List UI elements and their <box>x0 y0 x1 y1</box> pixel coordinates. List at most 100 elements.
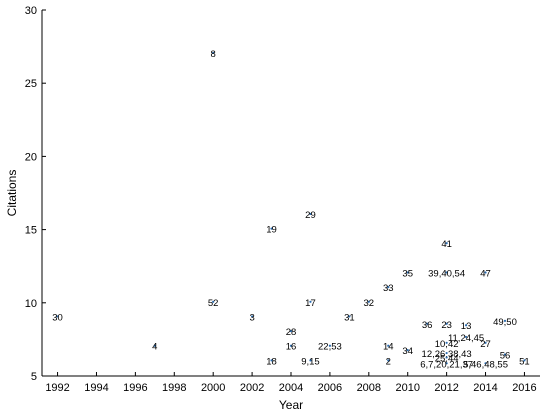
x-tick-label: 2008 <box>357 382 381 394</box>
point-label: 29 <box>305 210 316 221</box>
data-point: 25,44 <box>435 353 459 364</box>
point-marker <box>503 319 507 322</box>
data-point: 13 <box>461 321 472 332</box>
data-point: 12,26,38,43 <box>422 349 472 360</box>
point-marker <box>484 341 487 344</box>
y-tick-label: 30 <box>25 5 37 17</box>
data-point: 22,53 <box>318 342 342 353</box>
point-label: 56 <box>500 351 511 362</box>
point-label: 27 <box>480 339 491 350</box>
point-label: 2 <box>386 356 391 367</box>
data-point: 33 <box>383 283 394 294</box>
point-marker <box>367 300 370 303</box>
data-point: 28 <box>286 327 297 338</box>
point-label: 35 <box>402 269 413 280</box>
point-label: 30 <box>52 312 63 323</box>
point-label: 28 <box>286 327 297 338</box>
point-label: 6,7,20,21,37 <box>420 359 473 370</box>
point-marker <box>328 344 332 347</box>
data-point: 9,15 <box>301 356 320 367</box>
data-point: 49,50 <box>493 317 517 328</box>
point-marker <box>289 329 293 333</box>
data-point: 8 <box>211 49 216 60</box>
point-marker <box>309 300 312 303</box>
x-tick-label: 1994 <box>84 382 108 394</box>
point-marker <box>56 315 59 318</box>
point-label: 51 <box>519 356 530 367</box>
data-point: 51 <box>519 356 530 367</box>
point-marker <box>464 324 468 327</box>
point-marker <box>484 271 487 274</box>
data-point: 31 <box>344 312 355 323</box>
point-marker <box>153 344 156 347</box>
x-tick-label: 2004 <box>279 382 303 394</box>
data-points: 30 4 8 52 3 19 18 28 16 29 17 9,15 22,53 31 32 33 14 2 35 3… <box>52 49 529 370</box>
point-label: 41 <box>441 239 452 250</box>
y-axis-ticks: 5 10 15 20 25 30 <box>25 5 46 383</box>
data-point: 4 <box>152 342 157 353</box>
data-point: 10,42 <box>435 339 459 350</box>
x-tick-label: 1998 <box>162 382 186 394</box>
x-axis-title: Year <box>279 398 303 412</box>
point-marker <box>464 335 468 339</box>
point-label: 12,26,38,43 <box>422 349 472 360</box>
point-marker <box>270 359 273 362</box>
data-point: 6,7,20,21,37 <box>420 359 473 370</box>
data-point: 30 <box>52 312 63 323</box>
data-point: 35 <box>402 269 413 280</box>
data-point: 11,24,45 <box>448 333 484 344</box>
point-label: 14 <box>383 342 394 353</box>
point-marker <box>445 322 448 325</box>
data-point: 39,40,54 <box>428 269 465 280</box>
point-label: 8 <box>211 49 216 60</box>
point-marker <box>426 322 429 325</box>
point-label: 36 <box>422 320 433 331</box>
point-label: 18 <box>266 356 277 367</box>
point-marker <box>309 359 312 362</box>
point-marker <box>387 344 390 347</box>
point-marker <box>289 344 293 347</box>
data-point: 56 <box>500 351 511 362</box>
point-label: 16 <box>286 342 297 353</box>
x-tick-label: 2006 <box>318 382 342 394</box>
x-tick-label: 2012 <box>434 382 458 394</box>
point-label: 31 <box>344 312 355 323</box>
point-label: 9,15 <box>301 356 320 367</box>
point-marker <box>387 286 390 289</box>
y-axis-title: Citations <box>5 170 19 217</box>
point-label: 3 <box>249 312 254 323</box>
data-point: 2 <box>386 356 391 367</box>
point-label: 25,44 <box>435 353 459 364</box>
point-marker <box>445 271 448 274</box>
point-marker <box>250 315 254 318</box>
point-marker <box>212 300 215 303</box>
point-label: 47 <box>480 269 491 280</box>
data-point: 29 <box>305 210 316 221</box>
point-label: 39,40,54 <box>428 269 465 280</box>
data-point: 41 <box>441 239 452 250</box>
point-label: 33 <box>383 283 394 294</box>
y-tick-label: 10 <box>25 298 37 310</box>
point-label: 13 <box>461 321 472 332</box>
data-point: 23 <box>441 320 452 331</box>
x-tick-label: 2000 <box>201 382 225 394</box>
point-label: 19 <box>266 225 277 236</box>
x-tick-label: 2002 <box>240 382 264 394</box>
point-marker <box>484 362 487 365</box>
y-tick-label: 25 <box>25 78 37 90</box>
y-tick-label: 20 <box>25 151 37 163</box>
point-marker <box>503 353 507 356</box>
point-marker <box>406 271 409 274</box>
point-marker <box>387 359 390 362</box>
point-label: 34 <box>402 346 413 357</box>
data-point: 34 <box>402 346 413 357</box>
point-label: 17 <box>305 298 316 309</box>
data-point: 36 <box>422 320 433 331</box>
point-label: 49,50 <box>493 317 517 328</box>
point-marker <box>523 359 526 362</box>
point-marker <box>309 212 312 216</box>
data-point: 47 <box>480 269 491 280</box>
y-tick-label: 15 <box>25 225 37 237</box>
point-marker <box>445 356 448 359</box>
